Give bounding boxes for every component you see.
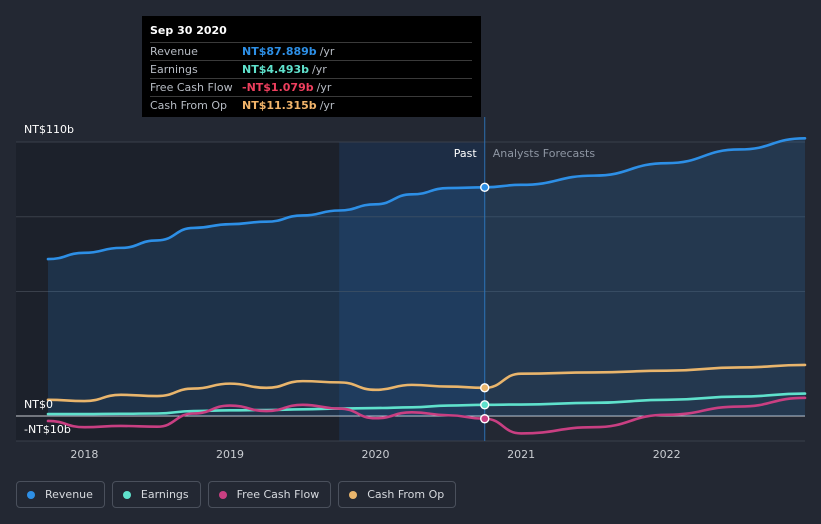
legend-label: Revenue <box>45 488 93 501</box>
tooltip-value: NT$87.889b <box>242 45 317 58</box>
earnings-line <box>46 392 807 416</box>
tooltip-value: NT$4.493b <box>242 63 310 76</box>
tooltip-row-earnings: Earnings NT$4.493b /yr <box>150 60 472 78</box>
revenue-line <box>46 136 807 261</box>
tooltip-label: Free Cash Flow <box>150 81 233 94</box>
tooltip-value: -NT$1.079b <box>242 81 314 94</box>
cash-from-op-marker <box>480 383 490 393</box>
legend-label: Free Cash Flow <box>236 488 320 501</box>
revenue-area <box>48 138 805 416</box>
tooltip-row-cash-from-op: Cash From Op NT$11.315b /yr <box>150 96 472 114</box>
y-axis-label: NT$0 <box>24 398 53 411</box>
chart-area: NT$110b NT$0 -NT$10b 2018 2019 2020 2021 2022 Pa… <box>16 117 807 461</box>
tooltip-row-revenue: Revenue NT$87.889b /yr <box>150 42 472 60</box>
tooltip: Sep 30 2020 Revenue NT$87.889b /yr Earni… <box>142 16 481 117</box>
legend-item-cash-from-op[interactable]: Cash From Op <box>338 481 457 508</box>
past-label: Past <box>454 147 478 160</box>
earnings-marker <box>480 400 490 410</box>
cash-from-op-line <box>46 363 807 403</box>
tooltip-label: Revenue <box>150 45 198 58</box>
legend-dot-icon <box>218 490 227 499</box>
legend-item-revenue[interactable]: Revenue <box>16 481 105 508</box>
legend-item-free-cash-flow[interactable]: Free Cash Flow <box>207 481 332 508</box>
legend-item-earnings[interactable]: Earnings <box>111 481 201 508</box>
y-axis-label: -NT$10b <box>24 423 71 436</box>
tooltip-label: Earnings <box>150 63 198 76</box>
tooltip-unit: /yr <box>312 63 327 76</box>
free-cash-flow-marker <box>480 414 490 424</box>
legend-label: Cash From Op <box>367 488 445 501</box>
revenue-marker <box>480 182 490 193</box>
tooltip-unit: /yr <box>319 45 335 58</box>
free-cash-flow-line <box>46 396 807 435</box>
y-axis-label: NT$110b <box>24 123 74 136</box>
legend-label: Earnings <box>140 488 189 501</box>
x-tick-label: 2018 <box>70 448 98 461</box>
tooltip-date: Sep 30 2020 <box>150 24 227 37</box>
x-tick-label: 2022 <box>653 448 681 461</box>
legend-dot-icon <box>27 490 35 499</box>
x-tick-label: 2020 <box>362 448 390 461</box>
tooltip-row-free-cash-flow: Free Cash Flow -NT$1.079b /yr <box>150 78 472 96</box>
forecast-label: Analysts Forecasts <box>493 147 596 160</box>
tooltip-unit: /yr <box>316 81 332 94</box>
tooltip-unit: /yr <box>319 99 335 112</box>
legend: Revenue Earnings Free Cash Flow Cash Fro… <box>16 481 457 508</box>
tooltip-label: Cash From Op <box>150 99 228 112</box>
x-tick-label: 2021 <box>507 448 535 461</box>
tooltip-value: NT$11.315b <box>242 99 317 112</box>
legend-dot-icon <box>122 490 131 499</box>
x-tick-label: 2019 <box>216 448 244 461</box>
legend-dot-icon <box>349 490 358 499</box>
